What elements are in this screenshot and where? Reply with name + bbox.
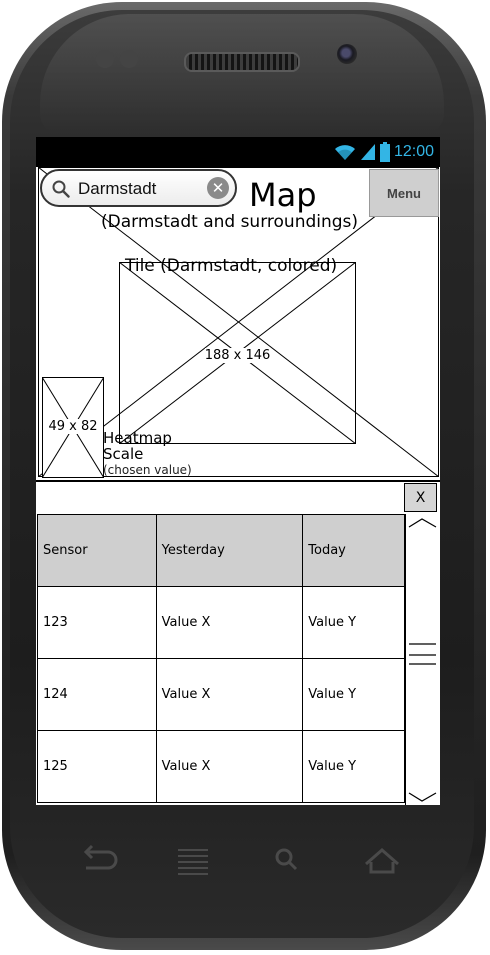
heatmap-size-label: 49 x 82 — [48, 419, 98, 434]
back-icon[interactable] — [83, 844, 118, 870]
search-bar[interactable]: Darmstadt ✕ — [40, 169, 237, 207]
column-header[interactable]: Sensor — [37, 514, 157, 587]
scroll-thumb[interactable] — [406, 642, 439, 672]
status-bar: 12:00 — [36, 137, 440, 167]
table-cell: 123 — [37, 586, 157, 659]
scrollbar[interactable] — [405, 514, 439, 805]
sensor-table: Sensor Yesterday Today 123 Value X Value… — [37, 514, 405, 803]
status-clock: 12:00 — [393, 143, 434, 160]
tile-size-label: 188 x 146 — [204, 348, 271, 363]
table-cell: 124 — [37, 658, 157, 731]
column-header[interactable]: Yesterday — [155, 514, 304, 587]
table-cell: Value X — [155, 586, 304, 659]
table-cell: 125 — [37, 730, 157, 803]
phone-highlight — [40, 14, 444, 134]
scroll-down-icon[interactable] — [406, 790, 439, 804]
recents-icon[interactable] — [178, 849, 208, 875]
map-area[interactable]: Tile (Darmstadt, colored) 188 x 146 49 x… — [38, 167, 439, 478]
table-header-row: Sensor Yesterday Today — [37, 514, 405, 587]
search-icon — [52, 180, 70, 198]
table-row[interactable]: 125 Value X Value Y — [37, 730, 405, 803]
earpiece-speaker — [184, 52, 300, 72]
search-key-icon[interactable] — [275, 848, 298, 871]
heatmap-label: Heatmap Scale — [103, 430, 172, 462]
sensor-panel: X Sensor Yesterday Today 123 Value X Val… — [36, 480, 440, 805]
search-input[interactable]: Darmstadt — [78, 179, 157, 198]
heatmap-sublabel: (chosen value) — [103, 463, 192, 477]
table-cell: Value X — [155, 730, 304, 803]
table-row[interactable]: 123 Value X Value Y — [37, 586, 405, 659]
map-title: Map — [249, 176, 317, 214]
close-button[interactable]: X — [404, 483, 437, 512]
nav-keys — [83, 844, 399, 875]
clear-icon[interactable]: ✕ — [207, 177, 229, 199]
map-placeholder-cross — [38, 167, 439, 477]
table-cell: Value Y — [302, 586, 405, 659]
table-cell: Value Y — [302, 730, 405, 803]
table-cell: Value Y — [302, 658, 405, 731]
column-header[interactable]: Today — [302, 514, 405, 587]
screen: 12:00 Tile (Darmstadt, colored) 188 x 14… — [36, 137, 440, 805]
table-cell: Value X — [155, 658, 304, 731]
front-camera — [337, 44, 357, 64]
heatmap-label-line2: Scale — [103, 445, 144, 463]
signal-icon — [360, 144, 375, 160]
battery-icon — [379, 142, 390, 162]
table-row[interactable]: 124 Value X Value Y — [37, 658, 405, 731]
menu-button[interactable]: Menu — [369, 169, 439, 217]
map-subtitle: (Darmstadt and surroundings) — [101, 212, 359, 232]
heatmap-label-line1: Heatmap — [103, 429, 172, 447]
proximity-sensor — [96, 50, 142, 68]
home-icon[interactable] — [365, 848, 399, 874]
wifi-icon — [334, 145, 355, 160]
scroll-up-icon[interactable] — [406, 516, 439, 530]
tile-label: Tile (Darmstadt, colored) — [125, 256, 338, 276]
